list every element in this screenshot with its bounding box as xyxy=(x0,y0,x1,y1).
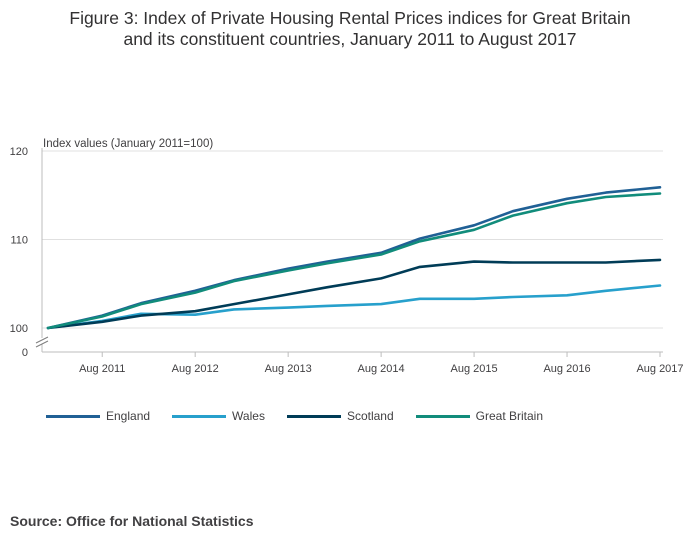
chart-title-line-2: and its constituent countries, January 2… xyxy=(123,29,577,49)
x-tick-label-0: Aug 2011 xyxy=(79,363,125,375)
y-tick-label-100: 100 xyxy=(10,323,28,335)
x-tick-label-2: Aug 2013 xyxy=(265,363,312,375)
x-tick-label-5: Aug 2016 xyxy=(543,363,590,375)
series-line-great-britain xyxy=(46,192,662,330)
legend-item-scotland: Scotland xyxy=(286,409,394,423)
x-tick-label-1: Aug 2012 xyxy=(172,363,219,375)
y-tick-label-110: 110 xyxy=(10,235,28,247)
y-tick-label-120: 120 xyxy=(10,146,28,158)
series-line-scotland xyxy=(46,258,662,330)
legend-label: England xyxy=(106,409,151,423)
x-axis: Aug 2011 Aug 2012 Aug 2013 Aug 2014 Aug 2015… xyxy=(35,148,684,375)
legend-item-great-britain: Great Britain xyxy=(415,409,544,423)
x-tick-label-6: Aug 2017 xyxy=(636,363,683,375)
y-tick-label-0: 0 xyxy=(22,347,28,359)
chart-title: Figure 3: Index of Private Housing Renta… xyxy=(10,8,690,50)
legend-swatch xyxy=(172,414,227,418)
legend-swatch xyxy=(46,414,100,418)
x-tick-label-3: Aug 2014 xyxy=(358,363,405,375)
chart-legend: England Wales Scotland Great Britain xyxy=(46,409,565,423)
y-axis-label: Index values (January 2011=100) xyxy=(43,138,213,150)
legend-swatch xyxy=(286,414,341,418)
legend-label: Wales xyxy=(232,409,265,423)
source-note: Source: Office for National Statistics xyxy=(10,513,254,529)
line-chart: Index values (January 2011=100) 0 100 110 1… xyxy=(10,138,684,375)
y-axis-break-icon xyxy=(35,336,49,348)
gridlines xyxy=(42,150,663,329)
series-line-wales xyxy=(46,284,662,330)
series-lines xyxy=(46,186,662,330)
y-axis-ticks: 0 100 110 120 xyxy=(10,146,28,359)
legend-item-england: England xyxy=(46,409,150,423)
x-tick-label-4: Aug 2015 xyxy=(451,363,498,375)
legend-label: Scotland xyxy=(346,409,394,423)
chart-title-line-1: Figure 3: Index of Private Housing Renta… xyxy=(69,8,631,28)
legend-label: Great Britain xyxy=(475,409,544,423)
legend-swatch xyxy=(415,414,470,418)
legend-item-wales: Wales xyxy=(172,409,265,423)
